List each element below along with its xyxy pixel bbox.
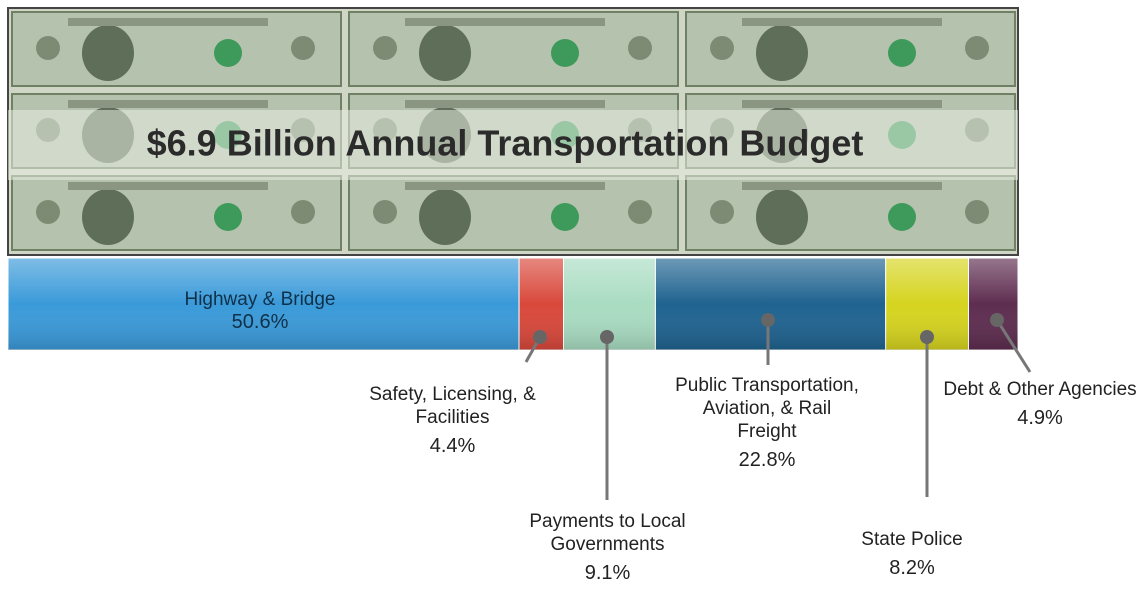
segment-label: Public Transportation, Aviation, & Rail … — [672, 374, 862, 472]
category-name: Debt & Other Agencies — [940, 378, 1140, 401]
segment-label: State Police 8.2% — [812, 528, 1012, 580]
leader-dot — [533, 330, 547, 344]
value-label: 22.8% — [672, 449, 862, 472]
leader-dot — [990, 313, 1004, 327]
segment-sheen — [969, 258, 1018, 350]
leader-dot — [600, 330, 614, 344]
category-name: State Police — [812, 528, 1012, 551]
value-label: 50.6% — [160, 311, 360, 334]
leader-dot — [761, 313, 775, 327]
page: $6.9 Billion Annual Transportation Budge… — [0, 0, 1143, 589]
value-label: 4.4% — [340, 435, 565, 458]
segment-sheen — [655, 258, 885, 350]
chart-title: $6.9 Billion Annual Transportation Budge… — [147, 123, 864, 164]
segment-label: Safety, Licensing, & Facilities 4.4% — [340, 383, 565, 458]
category-name: Public Transportation, Aviation, & Rail … — [672, 374, 862, 443]
value-label: 8.2% — [812, 557, 1012, 580]
category-name: Payments to Local Governments — [485, 510, 730, 556]
segment-label: Payments to Local Governments 9.1% — [485, 510, 730, 585]
value-label: 9.1% — [485, 562, 730, 585]
category-name: Highway & Bridge — [160, 288, 360, 311]
segment-label: Debt & Other Agencies 4.9% — [940, 378, 1140, 430]
value-label: 4.9% — [940, 407, 1140, 430]
category-name: Safety, Licensing, & Facilities — [340, 383, 565, 429]
leader-dot — [920, 330, 934, 344]
